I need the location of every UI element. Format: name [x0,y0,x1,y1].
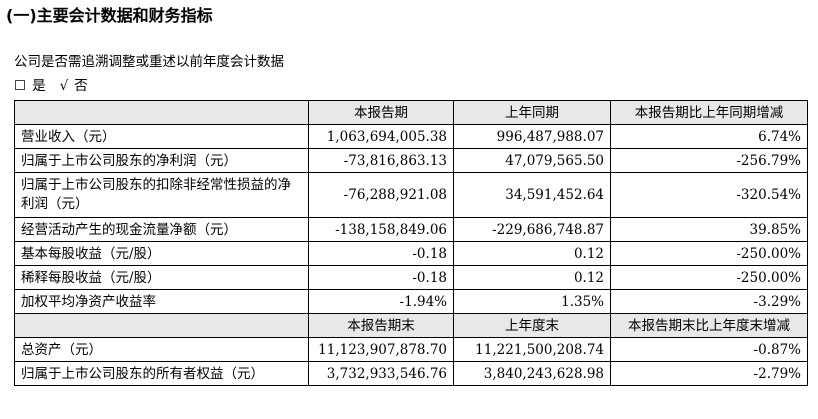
change-value: -3.29% [610,289,808,314]
change-value: 6.74% [610,124,808,149]
header-cell: 本报告期末比上年度末增减 [610,313,808,338]
table-row: 加权平均净资产收益率 -1.94% 1.35% -3.29% [14,289,808,314]
choice-yes-label: 是 [32,78,46,94]
table-row: 营业收入（元） 1,063,694,005.38 996,487,988.07 … [14,124,808,149]
prior-value: 11,221,500,208.74 [453,337,611,362]
row-label: 经营活动产生的现金流量净额（元） [14,217,309,242]
change-value: -0.87% [610,337,808,362]
section-title: (一)主要会计数据和财务指标 [6,6,213,25]
prior-value: 0.12 [453,265,611,290]
header-cell [14,100,309,125]
change-value: 39.85% [610,217,808,242]
restatement-choice: ☐ 是 √ 否 [14,77,94,95]
table-row: 经营活动产生的现金流量净额（元） -138,158,849.06 -229,68… [14,217,808,242]
row-label: 归属于上市公司股东的净利润（元） [14,148,309,173]
row-label: 加权平均净资产收益率 [14,289,309,314]
current-value: -76,288,921.08 [308,172,454,218]
change-value: -2.79% [610,361,808,386]
table-header-row: 本报告期末 上年度末 本报告期末比上年度末增减 [14,313,808,338]
financial-indicators-table: 本报告期 上年同期 本报告期比上年同期增减 营业收入（元） 1,063,694,… [14,100,808,386]
header-cell: 上年度末 [453,313,611,338]
header-cell: 上年同期 [453,100,611,125]
prior-value: 3,840,243,628.98 [453,361,611,386]
current-value: 3,732,933,546.76 [308,361,454,386]
change-value: -250.00% [610,241,808,266]
row-label: 归属于上市公司股东的扣除非经常性损益的净利润（元） [14,172,309,218]
prior-value: 47,079,565.50 [453,148,611,173]
table-row: 归属于上市公司股东的净利润（元） -73,816,863.13 47,079,5… [14,148,808,173]
change-value: -250.00% [610,265,808,290]
row-label: 归属于上市公司股东的所有者权益（元） [14,361,309,386]
row-label: 总资产（元） [14,337,309,362]
header-cell: 本报告期比上年同期增减 [610,100,808,125]
current-value: -0.18 [308,241,454,266]
table-row: 稀释每股收益（元/股） -0.18 0.12 -250.00% [14,265,808,290]
header-cell: 本报告期末 [308,313,454,338]
table-header-row: 本报告期 上年同期 本报告期比上年同期增减 [14,100,808,125]
table-row: 归属于上市公司股东的所有者权益（元） 3,732,933,546.76 3,84… [14,361,808,386]
current-value: -73,816,863.13 [308,148,454,173]
prior-value: 996,487,988.07 [453,124,611,149]
current-value: -1.94% [308,289,454,314]
table-row: 基本每股收益（元/股） -0.18 0.12 -250.00% [14,241,808,266]
checkbox-empty-icon: ☐ [14,78,27,94]
current-value: 1,063,694,005.38 [308,124,454,149]
header-cell [14,313,309,338]
checkmark-icon: √ [59,78,69,94]
prior-value: 0.12 [453,241,611,266]
header-cell: 本报告期 [308,100,454,125]
current-value: 11,123,907,878.70 [308,337,454,362]
current-value: -0.18 [308,265,454,290]
prior-value: -229,686,748.87 [453,217,611,242]
choice-no-label: 否 [74,78,88,94]
change-value: -256.79% [610,148,808,173]
row-label: 稀释每股收益（元/股） [14,265,309,290]
prior-value: 1.35% [453,289,611,314]
table-row: 归属于上市公司股东的扣除非经常性损益的净利润（元） -76,288,921.08… [14,172,808,218]
prior-value: 34,591,452.64 [453,172,611,218]
table-row: 总资产（元） 11,123,907,878.70 11,221,500,208.… [14,337,808,362]
restatement-question: 公司是否需追溯调整或重述以前年度会计数据 [14,54,284,70]
current-value: -138,158,849.06 [308,217,454,242]
row-label: 基本每股收益（元/股） [14,241,309,266]
change-value: -320.54% [610,172,808,218]
row-label: 营业收入（元） [14,124,309,149]
